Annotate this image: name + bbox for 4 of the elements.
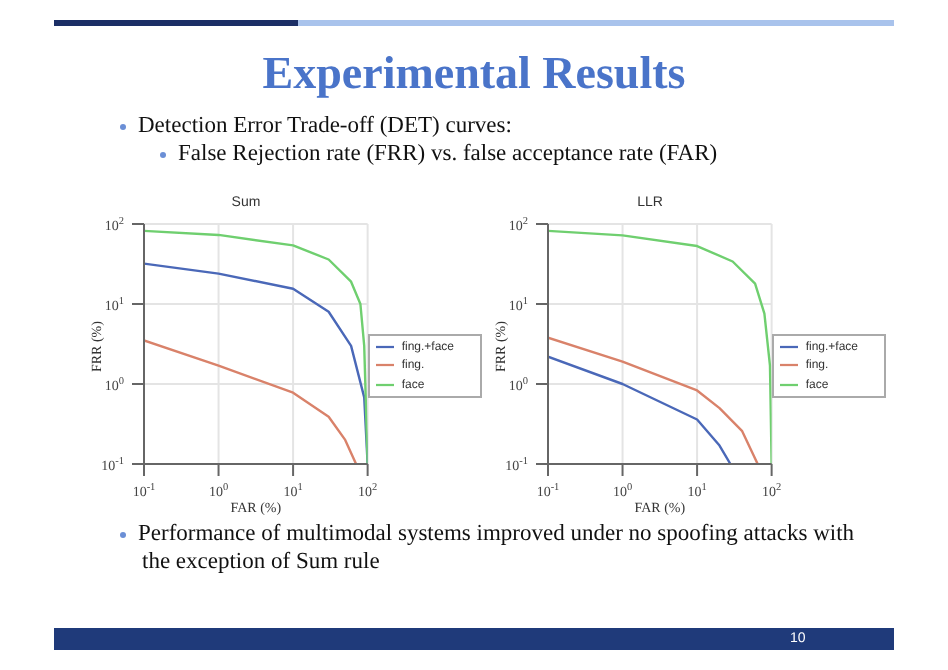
text: False Rejection rate (FRR) vs. false acceptance rate (FAR) [178, 142, 718, 166]
text: Experimental Results [260, 48, 688, 100]
text: Detection Error Trade-off (DET) curves: [138, 114, 512, 138]
text: Performance of multimodal systems improved under no spoofing attacks with the exception of Sum rule [138, 522, 855, 574]
